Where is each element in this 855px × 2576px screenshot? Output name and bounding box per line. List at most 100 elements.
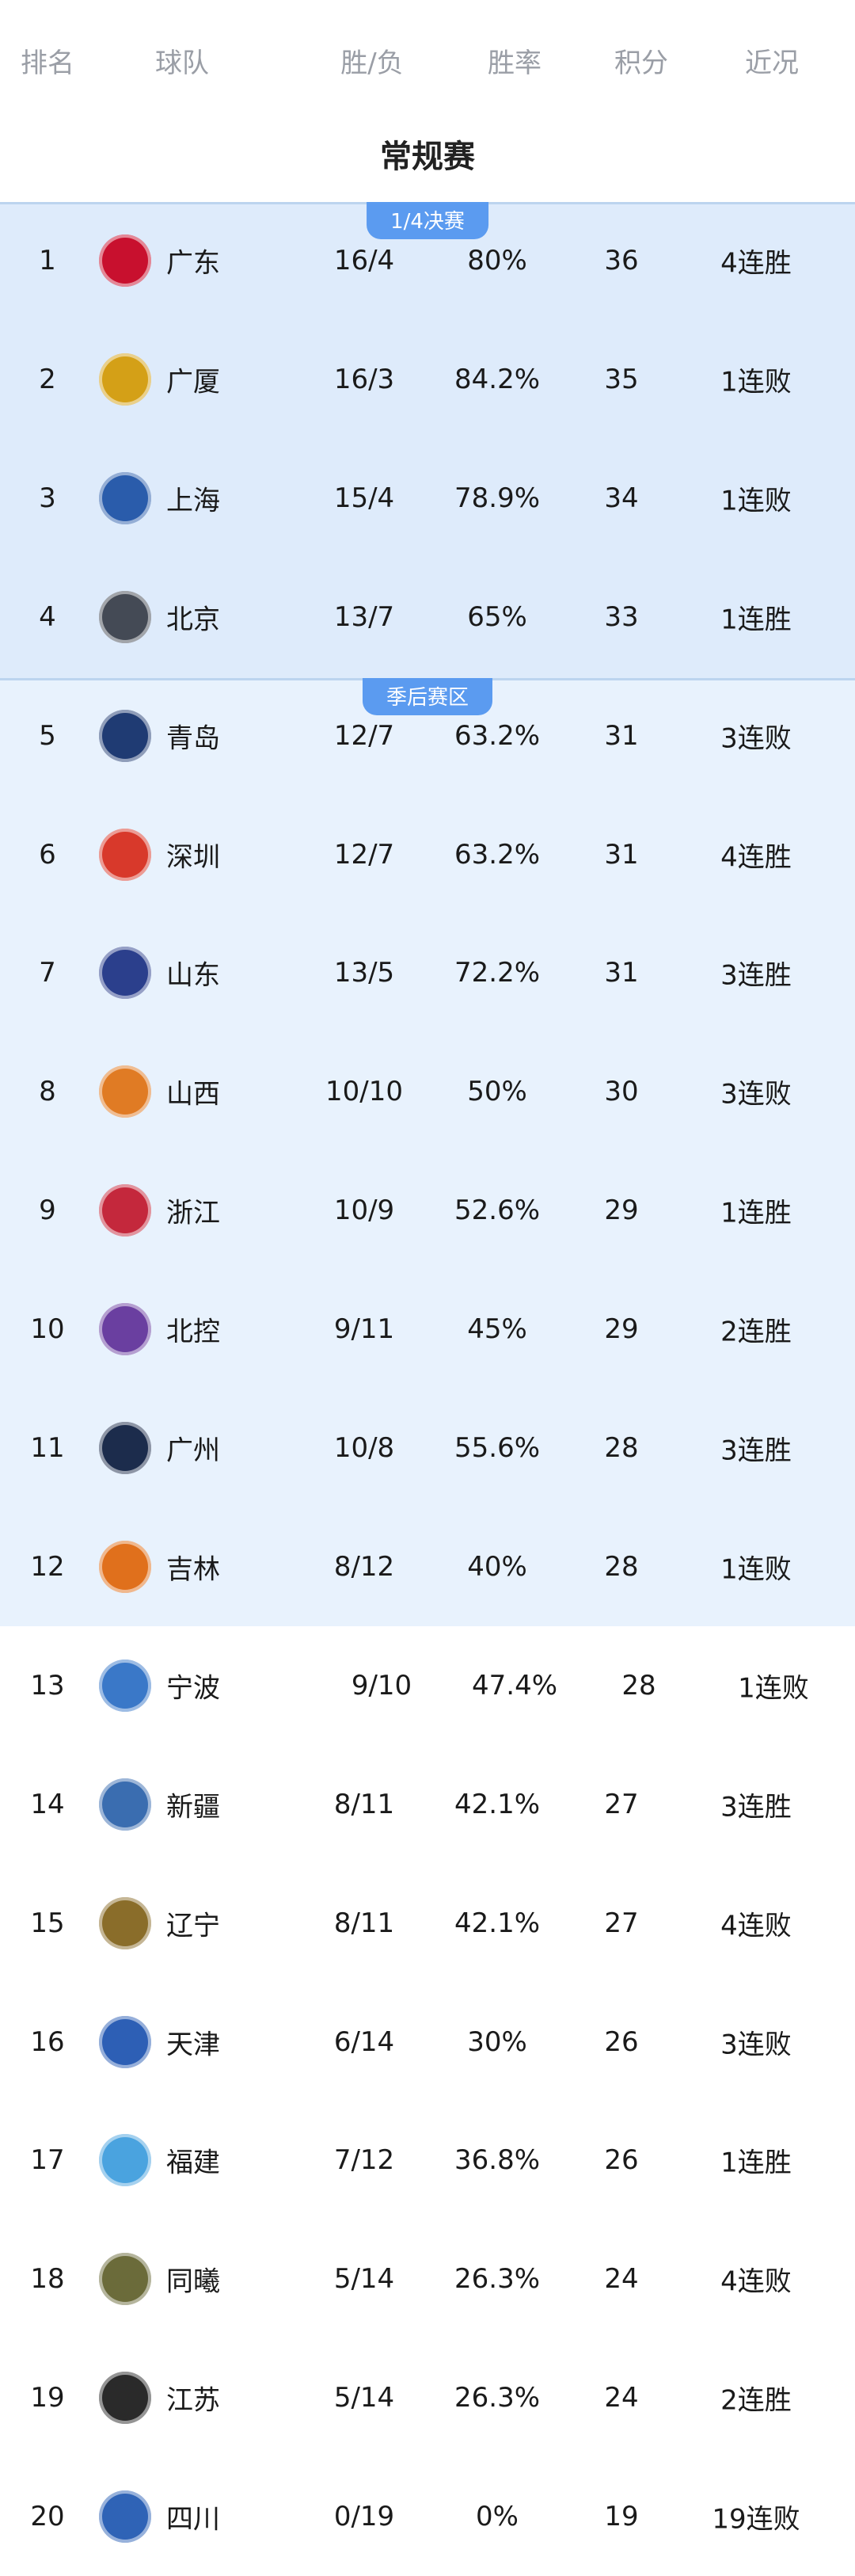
team-name[interactable]: 宁波 [166,1672,220,1705]
table-row[interactable]: 15 8/11 42.1% 27 4连败 辽宁 [0,1864,855,1983]
team-name[interactable]: 广厦 [166,366,220,398]
team-name[interactable]: 同曦 [166,2265,220,2298]
win-loss-cell: 13/5 [333,957,395,989]
team-name[interactable]: 江苏 [166,2384,220,2417]
rank-cell: 1 [39,245,56,276]
points-cell: 27 [604,1907,639,1939]
table-row[interactable]: 18 5/14 26.3% 24 4连败 同曦 [0,2220,855,2338]
table-row[interactable]: 20 0/19 0% 19 19连败 四川 [0,2457,855,2576]
streak-cell: 3连胜 [720,959,792,992]
table-row[interactable]: 14 8/11 42.1% 27 3连胜 新疆 [0,1745,855,1864]
team-name[interactable]: 北京 [166,604,220,636]
points-cell: 24 [604,2263,639,2296]
table-row[interactable]: 4 13/7 65% 33 1连胜 北京 [0,558,855,676]
table-row[interactable]: 1 16/4 80% 36 4连胜 广东 [0,201,855,320]
table-row[interactable]: 12 8/12 40% 28 1连败 吉林 [0,1507,855,1626]
win-pct-cell: 40% [467,1550,527,1583]
points-cell: 35 [604,363,639,395]
table-row[interactable]: 3 15/4 78.9% 34 1连败 上海 [0,439,855,558]
streak-cell: 19连败 [712,2503,800,2536]
win-pct-cell: 63.2% [454,719,541,752]
team-name[interactable]: 吉林 [166,1553,220,1586]
team-name[interactable]: 广东 [166,247,220,280]
header-win-pct: 胜率 [488,48,542,79]
points-cell: 27 [604,1788,639,1820]
team-name[interactable]: 深圳 [166,841,220,873]
win-pct-cell: 52.6% [454,1195,541,1227]
streak-cell: 3连败 [720,722,792,755]
table-row[interactable]: 17 7/12 36.8% 26 1连胜 福建 [0,2101,855,2220]
rank-cell: 19 [30,2382,65,2414]
points-cell: 31 [604,957,639,989]
rank-cell: 10 [30,1313,65,1346]
team-name[interactable]: 上海 [166,485,220,517]
win-pct-cell: 65% [467,600,527,633]
table-row[interactable]: 16 6/14 30% 26 3连败 天津 [0,1983,855,2102]
win-pct-cell: 55.6% [454,1432,541,1464]
team-logo-icon [99,2015,151,2068]
streak-cell: 2连胜 [720,1316,792,1348]
rank-cell: 3 [39,482,56,514]
zone-badge-quarterfinal: 1/4决赛 [367,202,488,239]
points-cell: 26 [604,2144,639,2177]
streak-cell: 1连败 [720,366,792,398]
team-name[interactable]: 广州 [166,1435,220,1467]
streak-cell: 1连胜 [720,2147,792,2179]
team-name[interactable]: 天津 [166,2029,220,2060]
points-cell: 30 [604,1076,639,1108]
streak-cell: 3连败 [720,2029,792,2060]
team-name[interactable]: 新疆 [166,1791,220,1823]
table-row[interactable]: 11 10/8 55.6% 28 3连胜 广州 [0,1389,855,1507]
streak-cell: 1连胜 [720,1197,792,1229]
win-pct-cell: 45% [467,1313,527,1346]
header-rank: 排名 [21,48,74,79]
zone-badge-playoff: 季后赛区 [362,678,493,715]
win-pct-cell: 78.9% [454,482,541,514]
table-row[interactable]: 6 12/7 63.2% 31 4连胜 深圳 [0,795,855,914]
team-logo-icon [99,1540,151,1593]
team-name[interactable]: 四川 [166,2503,220,2536]
win-loss-cell: 16/3 [333,363,395,395]
team-name[interactable]: 辽宁 [166,1910,220,1942]
streak-cell: 4连败 [720,2265,792,2298]
win-pct-cell: 26.3% [454,2382,541,2414]
table-row[interactable]: 10 9/11 45% 29 2连胜 北控 [0,1270,855,1389]
team-logo-icon [99,2490,151,2544]
section-title: 常规赛 [380,139,475,175]
win-loss-cell: 15/4 [333,482,395,514]
team-name[interactable]: 浙江 [166,1197,220,1229]
win-pct-cell: 63.2% [454,838,541,871]
streak-cell: 4连胜 [720,247,792,280]
team-name[interactable]: 北控 [166,1316,220,1348]
table-row[interactable]: 9 10/9 52.6% 29 1连胜 浙江 [0,1151,855,1270]
points-cell: 28 [604,1550,639,1583]
streak-cell: 2连胜 [720,2384,792,2417]
header-team: 球队 [155,48,209,79]
team-name[interactable]: 青岛 [166,722,220,755]
team-logo-icon [99,709,151,762]
table-row[interactable]: 5 12/7 63.2% 31 3连败 青岛 [0,676,855,795]
win-pct-cell: 26.3% [454,2263,541,2296]
win-loss-cell: 9/10 [351,1669,412,1701]
table-row[interactable]: 2 16/3 84.2% 35 1连败 广厦 [0,320,855,439]
table-row[interactable]: 13 9/10 47.4% 28 1连败 宁波 [0,1626,855,1745]
team-name[interactable]: 福建 [166,2147,220,2179]
points-cell: 31 [604,838,639,871]
table-row[interactable]: 8 10/10 50% 30 3连败 山西 [0,1032,855,1151]
points-cell: 28 [604,1432,639,1464]
rank-cell: 16 [30,2025,65,2058]
table-row[interactable]: 7 13/5 72.2% 31 3连胜 山东 [0,913,855,1032]
team-logo-icon [99,2372,151,2425]
table-row[interactable]: 19 5/14 26.3% 24 2连胜 江苏 [0,2338,855,2457]
team-logo-icon [99,1896,151,1949]
table-header: 排名 球队 胜/负 胜率 积分 近况 [0,32,855,87]
team-logo-icon [99,1303,151,1356]
win-loss-cell: 7/12 [333,2144,395,2177]
rank-cell: 18 [30,2263,65,2296]
header-win-loss: 胜/负 [340,48,404,79]
points-cell: 29 [604,1195,639,1227]
win-loss-cell: 12/7 [333,719,395,752]
team-name[interactable]: 山东 [166,959,220,992]
team-name[interactable]: 山西 [166,1078,220,1111]
rank-cell: 5 [39,719,56,752]
